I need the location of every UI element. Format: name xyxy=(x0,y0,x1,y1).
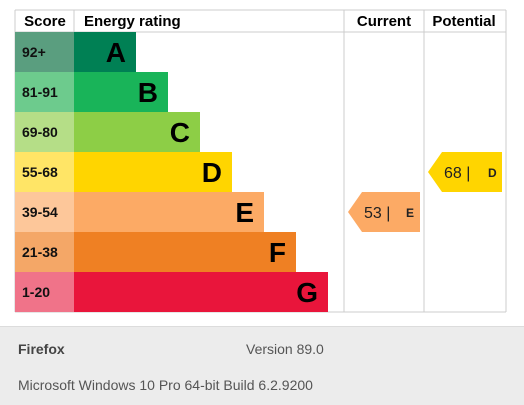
rating-letter: A xyxy=(106,37,126,68)
band-e: 39-54 E xyxy=(15,192,264,232)
potential-rating-marker-arrow xyxy=(428,152,502,192)
rating-bar xyxy=(74,72,168,112)
band-f: 21-38 F xyxy=(15,232,296,272)
header-potential: Potential xyxy=(432,13,495,30)
potential-rating-marker-letter: D xyxy=(488,166,497,180)
band-c: 69-80 C xyxy=(15,112,200,152)
score-range-label: 81-91 xyxy=(22,84,58,100)
browser-version: Version 89.0 xyxy=(246,341,324,357)
operating-system: Microsoft Windows 10 Pro 64-bit Build 6.… xyxy=(18,377,313,393)
score-cell xyxy=(15,72,74,112)
rating-letter: C xyxy=(170,117,190,148)
band-d: 55-68 D xyxy=(15,152,232,192)
current-rating-marker: 53 | E xyxy=(348,192,420,232)
score-range-label: 92+ xyxy=(22,44,46,60)
band-a: 92+ A xyxy=(15,32,136,72)
browser-name: Firefox xyxy=(18,341,65,357)
potential-rating-marker: 68 | D xyxy=(428,152,502,192)
rating-letter: B xyxy=(138,77,158,108)
header-score: Score xyxy=(24,13,66,30)
score-cell xyxy=(15,152,74,192)
rating-bar xyxy=(74,232,296,272)
score-cell xyxy=(15,112,74,152)
header-current: Current xyxy=(357,13,411,30)
chart-headers: Score Energy rating Current Potential xyxy=(24,13,496,30)
score-range-label: 1-20 xyxy=(22,284,50,300)
rating-letter: F xyxy=(269,237,286,268)
score-range-label: 69-80 xyxy=(22,124,58,140)
header-energy-rating: Energy rating xyxy=(84,13,181,30)
score-cell xyxy=(15,192,74,232)
energy-rating-chart: Score Energy rating Current Potential 92… xyxy=(14,9,507,313)
rating-bar xyxy=(74,152,232,192)
rating-bar xyxy=(74,112,200,152)
current-rating-marker-letter: E xyxy=(406,206,414,220)
rating-letter: E xyxy=(235,197,254,228)
browser-info-footer: Firefox Version 89.0 Microsoft Windows 1… xyxy=(0,326,524,405)
potential-rating-marker-value: 68 | xyxy=(444,165,470,182)
score-range-label: 55-68 xyxy=(22,164,58,180)
score-cell xyxy=(15,32,74,72)
rating-markers: 53 | E 68 | D xyxy=(348,152,502,232)
score-cell xyxy=(15,272,74,312)
band-b: 81-91 B xyxy=(15,72,168,112)
current-rating-marker-value: 53 | xyxy=(364,205,390,222)
rating-letter: G xyxy=(296,277,318,308)
rating-bar xyxy=(74,32,136,72)
rating-bands: 92+ A 81-91 B 69-80 C 55-68 D 39-54 E 21-38 F 1-20 G xyxy=(15,32,328,312)
score-range-label: 21-38 xyxy=(22,244,58,260)
band-g: 1-20 G xyxy=(15,272,328,312)
rating-letter: D xyxy=(202,157,222,188)
current-rating-marker-arrow xyxy=(348,192,420,232)
rating-bar xyxy=(74,272,328,312)
score-cell xyxy=(15,232,74,272)
score-range-label: 39-54 xyxy=(22,204,58,220)
rating-bar xyxy=(74,192,264,232)
